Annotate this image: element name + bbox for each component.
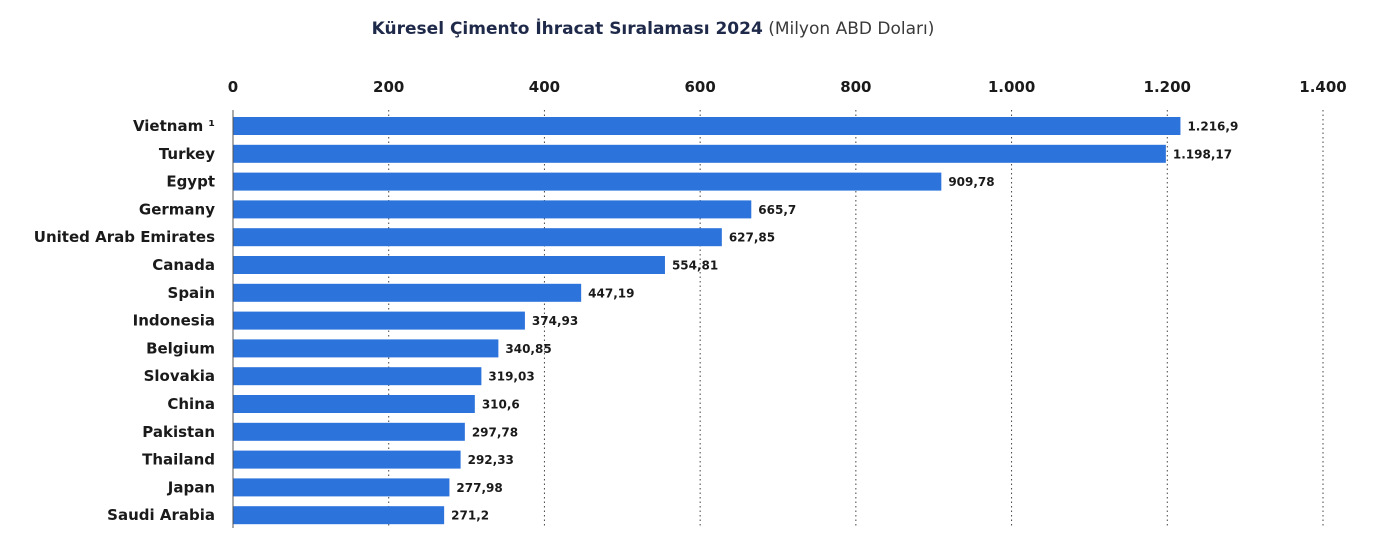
category-label: Spain — [168, 284, 215, 302]
bar — [233, 283, 582, 302]
bar — [233, 339, 499, 358]
category-label: Canada — [152, 256, 215, 274]
x-tick-label: 1.400 — [1299, 78, 1346, 96]
bar — [233, 395, 475, 413]
bar — [233, 172, 942, 191]
x-tick-label: 0 — [228, 78, 238, 96]
bar — [233, 506, 445, 525]
category-label: Vietnam ¹ — [133, 117, 215, 135]
chart-title: Küresel Çimento İhracat Sıralaması 2024 — [371, 19, 763, 39]
category-label: Turkey — [159, 145, 215, 163]
value-label: 447,19 — [588, 286, 634, 300]
x-tick-label: 1.000 — [988, 78, 1035, 96]
category-label: Germany — [139, 200, 215, 218]
value-label: 340,85 — [505, 342, 551, 356]
value-label: 1.216,9 — [1187, 120, 1238, 134]
value-label: 554,81 — [672, 259, 718, 273]
bar — [233, 311, 525, 330]
category-label: China — [167, 395, 215, 413]
bar — [233, 450, 461, 469]
bar — [233, 256, 665, 274]
bar — [233, 422, 465, 441]
value-label: 627,85 — [729, 231, 775, 245]
chart-title-block: Küresel Çimento İhracat Sıralaması 2024 … — [0, 19, 1306, 39]
chart-subtitle: (Milyon ABD Doları) — [768, 19, 935, 39]
bar — [233, 367, 482, 386]
x-tick-label: 1.200 — [1144, 78, 1191, 96]
value-label: 271,2 — [451, 509, 489, 523]
category-label: Thailand — [142, 451, 215, 469]
value-label: 909,78 — [948, 175, 994, 189]
value-label: 374,93 — [532, 314, 578, 328]
category-label: Saudi Arabia — [107, 506, 215, 524]
x-tick-label: 800 — [840, 78, 871, 96]
value-label: 1.198,17 — [1173, 147, 1232, 161]
value-label: 292,33 — [468, 453, 514, 467]
value-label: 277,98 — [456, 481, 502, 495]
category-label: Egypt — [166, 173, 215, 191]
category-labels: Vietnam ¹ Turkey Egypt Germany United Arab E… — [34, 117, 215, 524]
category-label: Belgium — [146, 339, 215, 357]
value-label: 310,6 — [482, 398, 520, 412]
category-label: Indonesia — [133, 312, 215, 330]
category-label: Slovakia — [144, 367, 215, 385]
category-label: Japan — [167, 478, 215, 496]
bar — [233, 228, 722, 247]
bar — [233, 117, 1181, 135]
value-label: 665,7 — [758, 203, 796, 217]
bar — [233, 144, 1166, 163]
x-tick-label: 400 — [529, 78, 560, 96]
bar — [233, 478, 450, 497]
bar — [233, 200, 752, 219]
value-label: 297,78 — [472, 425, 518, 439]
x-axis-ticks: 0 200 400 600 800 1.000 1.200 1.400 — [228, 78, 1347, 96]
x-tick-label: 600 — [684, 78, 715, 96]
value-label: 319,03 — [488, 370, 534, 384]
value-labels: 1.216,9 1.198,17 909,78 665,7 627,85 554,81 44… — [451, 120, 1238, 523]
bars — [233, 117, 1181, 525]
x-tick-label: 200 — [373, 78, 404, 96]
category-label: Pakistan — [142, 423, 215, 441]
category-label: United Arab Emirates — [34, 228, 215, 246]
